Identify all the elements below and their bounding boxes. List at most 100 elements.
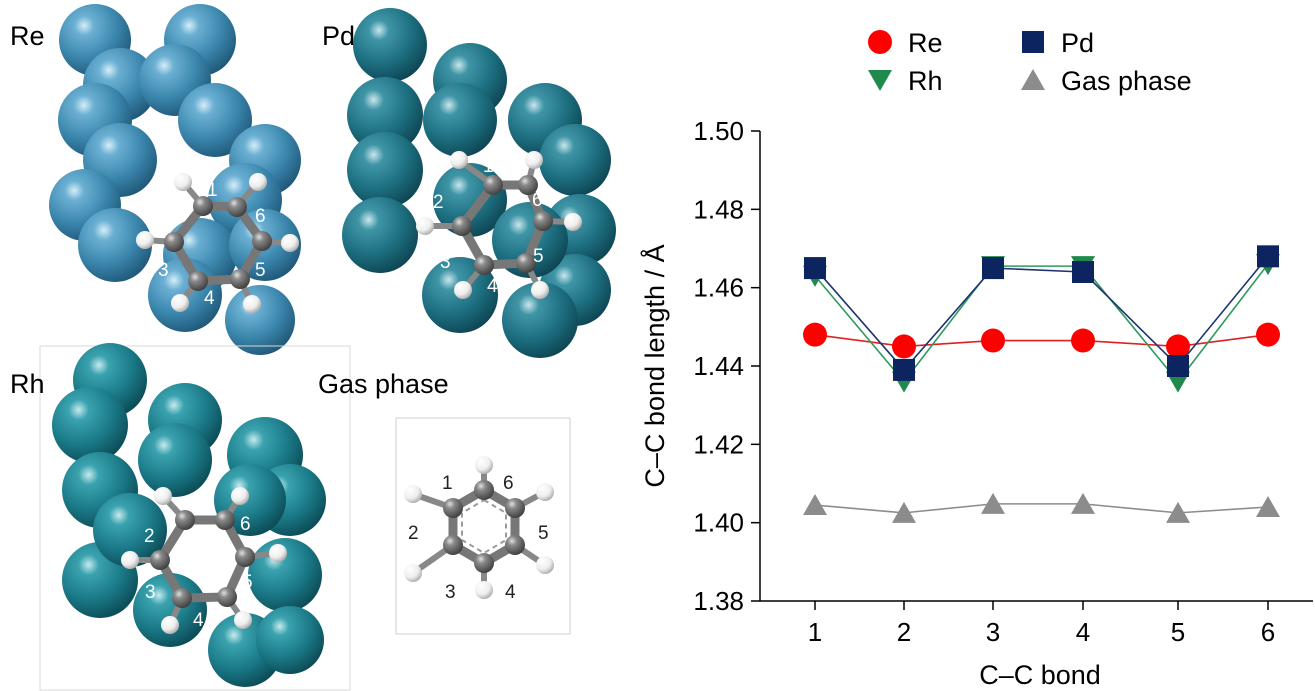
pd-panel-label: Pd — [322, 21, 355, 51]
chart-series — [803, 245, 1280, 523]
gas-panel-label: Gas phase — [318, 369, 449, 399]
rh-structure: 1 2 3 4 5 6 — [52, 343, 326, 687]
series-gas-phase — [803, 492, 1280, 523]
re-bond-4-label: 4 — [204, 288, 215, 309]
data-point — [1071, 492, 1095, 514]
legend-item-gas-phase: Gas phase — [1021, 66, 1192, 96]
rh-panel-label: Rh — [10, 369, 45, 399]
legend-label: Re — [908, 28, 943, 58]
series-re — [803, 322, 1280, 359]
re-bond-2-label: 2 — [157, 204, 168, 225]
y-tick-label: 1.42 — [693, 429, 744, 459]
rh-bond-6-label: 6 — [240, 514, 251, 535]
legend-marker — [1022, 31, 1044, 53]
rh-bond-3-label: 3 — [145, 582, 156, 603]
data-point — [892, 501, 916, 523]
data-point — [981, 328, 1005, 353]
gas-bond-3-label: 3 — [445, 582, 456, 603]
x-tick-label: 4 — [1076, 617, 1090, 647]
re-bond-1-label: 1 — [207, 180, 218, 201]
series-line — [814, 333, 1269, 348]
data-point — [1257, 245, 1279, 268]
y-tick-label: 1.50 — [693, 116, 744, 146]
legend-marker — [868, 30, 892, 54]
rh-bond-5-label: 5 — [242, 572, 253, 593]
re-structure: 1 2 3 4 5 6 — [49, 4, 301, 355]
legend-label: Pd — [1061, 28, 1094, 58]
rh-hydrogen-atoms — [121, 487, 287, 634]
legend-label: Rh — [908, 66, 943, 96]
pd-bond-6-label: 6 — [532, 190, 543, 211]
gas-aromatic-ring — [461, 498, 507, 555]
data-point — [1166, 334, 1190, 359]
x-tick-label: 5 — [1171, 617, 1185, 647]
data-point — [1166, 501, 1190, 523]
pd-bond-1-label: 1 — [483, 156, 494, 177]
data-point — [1072, 261, 1094, 283]
data-point — [892, 334, 916, 359]
legend-item-re: Re — [868, 28, 943, 58]
re-carbon-atoms — [164, 196, 272, 291]
data-point — [1256, 496, 1280, 517]
data-point — [981, 492, 1005, 514]
gas-bond-1-label: 1 — [442, 473, 453, 494]
y-tick-label: 1.44 — [693, 351, 744, 381]
re-bond-3-label: 3 — [158, 260, 169, 281]
pd-structure: 1 2 3 4 5 6 — [342, 8, 616, 358]
gas-carbon-atoms — [443, 480, 525, 573]
data-point — [1071, 328, 1095, 353]
series-line — [814, 503, 1269, 514]
pd-hydrogen-atoms — [416, 151, 582, 299]
y-tick-label: 1.46 — [693, 273, 744, 303]
data-point — [982, 257, 1004, 280]
legend-marker — [1021, 69, 1045, 90]
legend-item-pd: Pd — [1022, 28, 1094, 58]
data-point — [1167, 355, 1189, 377]
y-tick-label: 1.38 — [693, 586, 744, 616]
data-point — [804, 257, 826, 280]
chart-axes: 1.38 1.40 1.42 1.44 1.46 1.48 1.50 1 2 3 4 5 6 C–C bo… — [639, 116, 1313, 690]
x-tick-label: 2 — [897, 617, 911, 647]
legend-marker — [868, 70, 892, 91]
gas-structure: 1 2 3 4 5 6 — [404, 456, 554, 603]
y-axis-title: C–C bond length / Å — [639, 244, 670, 487]
bond-length-chart: Re Rh Pd Gas phase 1.38 1.40 1.42 1.44 1.46 1.48… — [639, 28, 1313, 690]
series-line — [814, 255, 1269, 372]
y-tick-label: 1.40 — [693, 508, 744, 538]
pd-surface-atoms — [342, 8, 616, 358]
pd-bond-3-label: 3 — [440, 252, 451, 273]
x-axis-title: C–C bond — [979, 660, 1101, 690]
x-tick-label: 3 — [986, 617, 1000, 647]
pd-bond-5-label: 5 — [533, 246, 544, 267]
re-bond-5-label: 5 — [255, 260, 266, 281]
legend-label: Gas phase — [1061, 66, 1192, 96]
data-point — [803, 322, 827, 347]
series-line — [814, 263, 1269, 383]
re-panel-label: Re — [10, 21, 45, 51]
gas-bond-2-label: 2 — [408, 523, 419, 544]
legend: Re Rh Pd Gas phase — [868, 28, 1192, 96]
gas-bond-6-label: 6 — [503, 473, 514, 494]
pd-bond-4-label: 4 — [487, 276, 498, 297]
data-point — [803, 494, 827, 516]
y-tick-label: 1.48 — [693, 194, 744, 224]
data-point — [893, 358, 915, 381]
pd-bond-2-label: 2 — [433, 192, 444, 213]
re-bond-6-label: 6 — [255, 206, 266, 227]
rh-bond-4-label: 4 — [193, 610, 204, 631]
rh-bonds — [155, 515, 250, 603]
rh-image-frame — [39, 345, 351, 691]
x-tick-label: 1 — [808, 617, 822, 647]
gas-bond-4-label: 4 — [505, 582, 516, 603]
rh-bond-2-label: 2 — [144, 526, 155, 547]
gas-bond-5-label: 5 — [538, 523, 549, 544]
pd-carbon-atoms — [452, 175, 553, 275]
legend-item-rh: Rh — [868, 66, 943, 96]
x-tick-label: 6 — [1261, 617, 1275, 647]
series-pd — [804, 245, 1279, 381]
rh-carbon-atoms — [150, 510, 255, 608]
re-hydrogen-atoms — [136, 173, 299, 313]
gas-hydrogen-atoms — [404, 456, 554, 599]
series-rh — [803, 254, 1280, 393]
